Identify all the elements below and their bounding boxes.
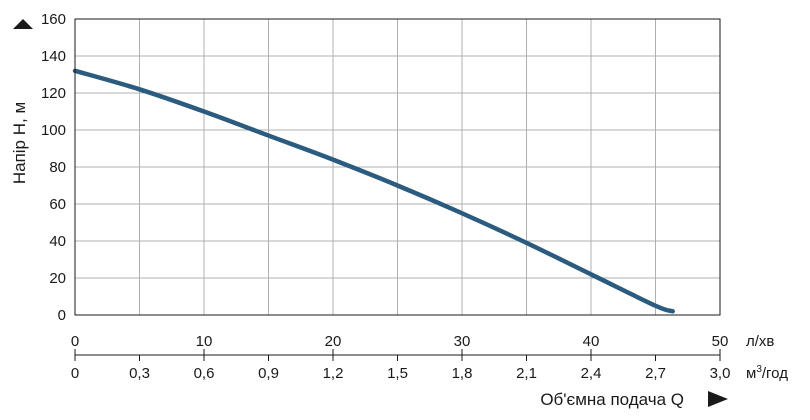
grid-lines	[74, 18, 721, 316]
x-secondary-tick-label: 1,8	[452, 365, 473, 382]
x-axis-secondary: 0 0,3 0,6 0,9 1,2 1,5 1,8 2,1 2,4 2,7 3,0	[71, 354, 731, 382]
x-axis-arrow-icon	[708, 391, 728, 407]
x-primary-tick-label: 10	[196, 333, 213, 350]
x-axis-primary-unit: л/хв	[746, 333, 774, 350]
x-primary-tick-label: 40	[583, 333, 600, 350]
x-primary-tick-label: 50	[712, 333, 729, 350]
x-secondary-tick-label: 0,6	[194, 365, 215, 382]
y-tick-label: 40	[49, 233, 66, 250]
x-secondary-tick-label: 2,7	[645, 365, 666, 382]
y-tick-label: 140	[41, 48, 66, 65]
y-tick-label: 100	[41, 122, 66, 139]
y-tick-label: 60	[49, 196, 66, 213]
unit-rest: /год	[762, 365, 788, 382]
y-tick-label: 0	[58, 307, 66, 324]
plot-frame	[74, 18, 721, 316]
y-axis-ticks: 0 20 40 60 80 100 120 140 160	[41, 11, 66, 324]
unit-superscript: 3	[756, 364, 762, 375]
x-secondary-tick-label: 3,0	[710, 365, 731, 382]
x-secondary-tick-label: 1,5	[387, 365, 408, 382]
x-axis-secondary-unit: м3/год	[746, 364, 788, 382]
x-secondary-tick-label: 0	[71, 365, 79, 382]
y-axis-label: Напір Н, м	[10, 102, 29, 184]
x-primary-tick-label: 20	[325, 333, 342, 350]
x-secondary-tick-label: 0,3	[129, 365, 150, 382]
x-axis-primary: 0 10 20 30 40 50	[71, 333, 729, 355]
unit-base: м	[746, 365, 756, 382]
x-secondary-tick-label: 1,2	[323, 365, 344, 382]
y-tick-label: 20	[49, 270, 66, 287]
x-primary-tick-label: 0	[71, 333, 79, 350]
x-secondary-tick-label: 2,1	[516, 365, 537, 382]
x-primary-tick-label: 30	[454, 333, 471, 350]
x-secondary-tick-label: 0,9	[258, 365, 279, 382]
y-tick-label: 120	[41, 85, 66, 102]
y-tick-label: 160	[41, 11, 66, 28]
series-line	[72, 68, 675, 314]
y-axis-arrow-icon	[13, 19, 33, 29]
y-tick-label: 80	[49, 159, 66, 176]
x-axis-label: Об'ємна подача Q	[540, 390, 684, 409]
series-layer	[72, 68, 675, 314]
x-secondary-tick-label: 2,4	[581, 365, 602, 382]
